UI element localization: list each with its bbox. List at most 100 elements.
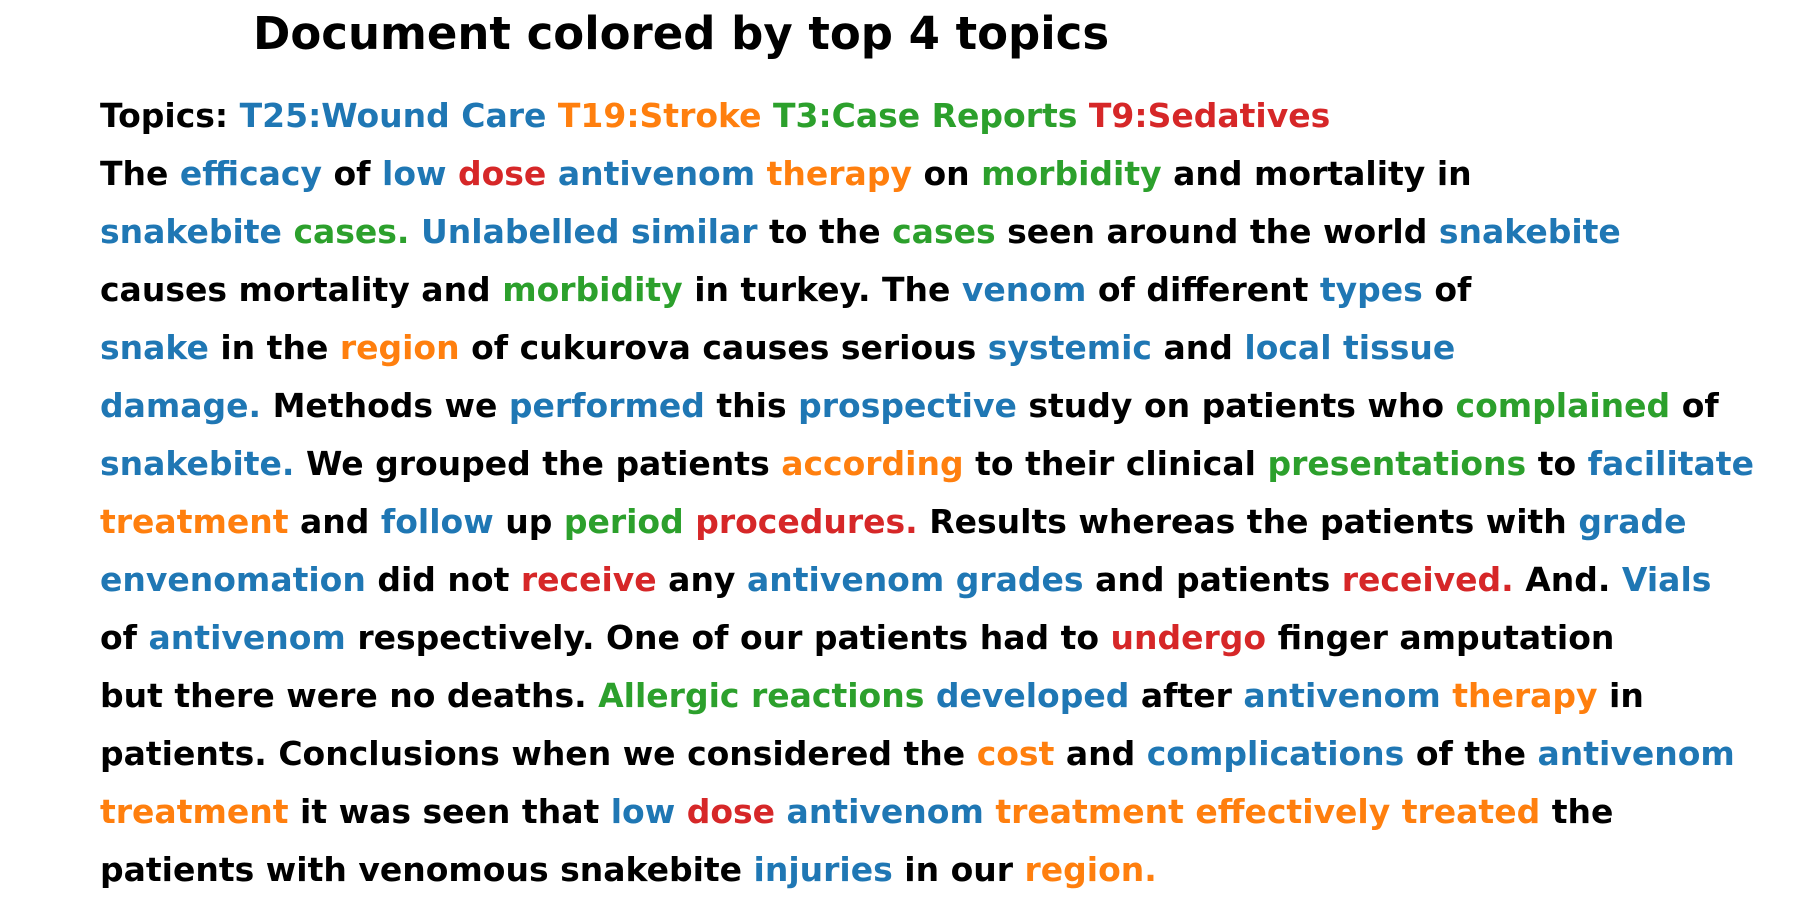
plain-word: with	[1485, 502, 1567, 541]
topic-word-t25: venom	[961, 270, 1087, 309]
plain-word: mortality	[238, 270, 410, 309]
plain-word: causes	[100, 270, 227, 309]
topic-word-t25: grades	[955, 560, 1084, 599]
plain-word: patients	[1319, 502, 1475, 541]
topic-word-t9: receive	[520, 560, 657, 599]
topic-legend-t19: T19:Stroke	[557, 96, 762, 135]
topic-word-t25: antivenom	[1243, 676, 1441, 715]
topic-word-t25: snakebite	[1438, 212, 1621, 251]
document-line: of antivenom respectively. One of our pa…	[100, 618, 1614, 658]
plain-word: patients.	[100, 734, 267, 773]
plain-word: and	[1173, 154, 1243, 193]
topic-word-t25: damage.	[100, 386, 262, 425]
plain-word: that	[521, 792, 600, 831]
topic-word-t19: treated	[1401, 792, 1541, 831]
topic-word-t25: low	[382, 154, 447, 193]
topic-word-t25: prospective	[798, 386, 1017, 425]
plain-word: it	[300, 792, 328, 831]
topic-word-t3: Allergic	[598, 676, 740, 715]
topic-legend-t25: T25:Wound Care	[239, 96, 547, 135]
plain-word: amputation	[1399, 618, 1615, 657]
topic-word-t9: dose	[458, 154, 547, 193]
document-line: but there were no deaths. Allergic react…	[100, 676, 1644, 716]
plain-word: on	[923, 154, 970, 193]
plain-word: the	[1464, 734, 1527, 773]
topic-legend: Topics: T25:Wound Care T19:Stroke T3:Cas…	[100, 96, 1330, 136]
topics-label: Topics:	[100, 96, 229, 135]
topic-word-t25: antivenom	[148, 618, 346, 657]
plain-word: deaths.	[446, 676, 587, 715]
plain-word: were	[286, 676, 378, 715]
plain-word: no	[389, 676, 436, 715]
plain-word: up	[505, 502, 553, 541]
topic-word-t3: morbidity	[981, 154, 1162, 193]
plain-word: the	[266, 328, 329, 367]
plain-word: and	[421, 270, 491, 309]
plain-word: world	[1323, 212, 1428, 251]
topic-word-t25: snake	[100, 328, 209, 367]
plain-word: the	[542, 444, 604, 483]
plain-word: to	[975, 444, 1014, 483]
plain-word: in	[1436, 154, 1472, 193]
topic-word-t19: effectively	[1195, 792, 1391, 831]
plain-word: And.	[1525, 560, 1611, 599]
topic-word-t25: injuries	[753, 850, 893, 889]
plain-word: did	[377, 560, 436, 599]
plain-word: patients	[1175, 560, 1331, 599]
plain-word: the	[1246, 502, 1309, 541]
plain-word: snakebite	[560, 850, 743, 889]
topic-word-t25: tissue	[1343, 328, 1456, 367]
topic-word-t19: therapy	[766, 154, 912, 193]
topic-legend-t9: T9:Sedatives	[1088, 96, 1331, 135]
plain-word: of	[691, 618, 729, 657]
plain-word: and	[300, 502, 370, 541]
topic-word-t3: morbidity	[502, 270, 683, 309]
plain-word: respectively.	[357, 618, 595, 657]
document-line: snakebite cases. Unlabelled similar to t…	[100, 212, 1621, 252]
topic-word-t9: procedures.	[695, 502, 918, 541]
topic-word-t9: dose	[686, 792, 776, 831]
topic-word-t19: cost	[976, 734, 1055, 773]
topic-word-t25: performed	[508, 386, 705, 425]
plain-word: and	[1065, 734, 1136, 773]
plain-word: around	[1106, 212, 1239, 251]
topic-word-t19: region	[339, 328, 460, 367]
document-line: treatment and follow up period procedure…	[100, 502, 1686, 542]
plain-word: seen	[422, 792, 511, 831]
plain-word: any	[668, 560, 736, 599]
topic-word-t25: similar	[630, 212, 758, 251]
plain-word: to	[1537, 444, 1577, 483]
plain-word: there	[174, 676, 275, 715]
plain-word: cukurova	[519, 328, 691, 367]
document-line: The efficacy of low dose antivenom thera…	[100, 154, 1472, 194]
plain-word: on	[1143, 386, 1191, 425]
plain-word: The	[882, 270, 951, 309]
topic-word-t25: antivenom	[786, 792, 984, 831]
topic-word-t19: region.	[1024, 850, 1157, 889]
topic-word-t25: antivenom	[1537, 734, 1735, 773]
topic-word-t25: antivenom	[746, 560, 945, 599]
plain-word: in	[694, 270, 729, 309]
plain-word: patients	[615, 444, 770, 483]
plain-word: study	[1028, 386, 1133, 425]
plain-word: our	[739, 618, 803, 657]
plain-word: considered	[687, 734, 893, 773]
topic-word-t19: treatment	[100, 502, 289, 541]
plain-word: the	[1249, 212, 1312, 251]
plain-word: of	[1681, 386, 1719, 425]
plain-word: seen	[1007, 212, 1096, 251]
topic-word-t9: undergo	[1110, 618, 1267, 657]
plain-word: Conclusions	[278, 734, 500, 773]
plain-word: the	[903, 734, 966, 773]
plain-word: of	[100, 618, 138, 657]
plain-word: We	[305, 444, 364, 483]
topic-word-t3: cases	[892, 212, 996, 251]
plain-word: venomous	[358, 850, 549, 889]
plain-word: and	[1095, 560, 1165, 599]
topic-word-t25: facilitate	[1587, 444, 1754, 483]
document-line: patients with venomous snakebite injurie…	[100, 850, 1157, 890]
plain-word: when	[511, 734, 612, 773]
topic-word-t19: therapy	[1452, 676, 1598, 715]
topic-word-t19: treatment	[100, 792, 289, 831]
plain-word: their	[1025, 444, 1115, 483]
